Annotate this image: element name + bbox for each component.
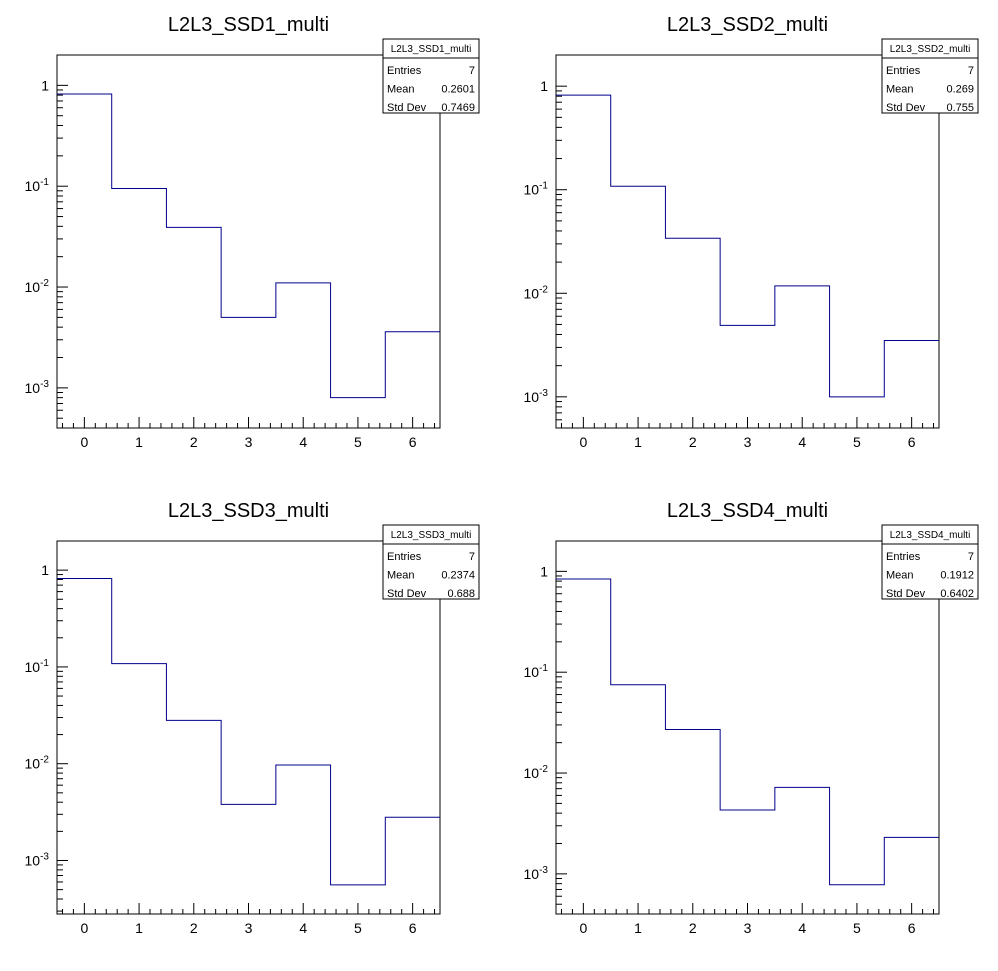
x-tick-label: 1 xyxy=(634,434,642,450)
stats-mean-label: Mean xyxy=(886,84,914,96)
stats-stddev-value: 0.7469 xyxy=(441,102,475,114)
histogram-panel-3: L2L3_SSD3_multi 0 1 2 3 4 5 6 10-3 10-2 10-1 1 L2L3_… xyxy=(25,500,480,936)
stats-stddev-label: Std Dev xyxy=(387,588,427,600)
x-tick-label: 5 xyxy=(354,920,362,936)
x-tick-label: 6 xyxy=(908,434,916,450)
stats-mean-value: 0.2601 xyxy=(441,84,475,96)
stats-stddev-value: 0.6402 xyxy=(940,588,974,600)
chart-title: L2L3_SSD3_multi xyxy=(168,500,329,522)
stats-entries-label: Entries xyxy=(886,551,921,563)
x-tick-label: 0 xyxy=(579,920,587,936)
stats-box-name: L2L3_SSD4_multi xyxy=(890,530,971,541)
x-tick-label: 4 xyxy=(299,434,307,450)
x-tick-label: 4 xyxy=(798,434,806,450)
y-tick-label: 10-1 xyxy=(524,663,549,680)
stats-mean-value: 0.2374 xyxy=(441,570,475,582)
y-tick-label: 10-3 xyxy=(25,851,50,868)
stats-box-frame xyxy=(382,38,480,114)
x-tick-label: 2 xyxy=(689,434,697,450)
x-tick-label: 0 xyxy=(80,434,88,450)
stats-entries-value: 7 xyxy=(469,551,475,563)
stats-entries-value: 7 xyxy=(968,551,974,563)
histogram-line xyxy=(57,93,440,399)
x-tick-label: 5 xyxy=(354,434,362,450)
stats-entries-label: Entries xyxy=(886,65,921,77)
stats-stddev-label: Std Dev xyxy=(886,588,926,600)
stats-stddev-label: Std Dev xyxy=(387,102,427,114)
stats-entries-label: Entries xyxy=(387,551,422,563)
y-tick-label: 10-2 xyxy=(524,284,549,301)
y-tick-label: 10-2 xyxy=(524,764,549,781)
histogram-panel-2: L2L3_SSD2_multi 0 1 2 3 4 5 6 10-3 10-2 10-1 1 L2L3_… xyxy=(524,14,979,450)
y-tick-label: 1 xyxy=(41,77,49,93)
histogram-line xyxy=(556,94,939,398)
stats-mean-label: Mean xyxy=(387,570,415,582)
stats-mean-label: Mean xyxy=(387,84,415,96)
x-tick-label: 6 xyxy=(409,434,417,450)
stats-box-frame xyxy=(881,38,979,114)
stats-box-frame xyxy=(881,524,979,600)
histogram-line xyxy=(57,577,440,886)
y-tick-label: 10-3 xyxy=(524,865,549,882)
x-tick-label: 3 xyxy=(744,920,752,936)
histogram-panel-4: L2L3_SSD4_multi 0 1 2 3 4 5 6 10-3 10-2 10-1 1 L2L3_… xyxy=(524,500,979,936)
x-tick-label: 1 xyxy=(135,434,143,450)
stats-box-name: L2L3_SSD2_multi xyxy=(890,44,971,55)
x-tick-label: 0 xyxy=(579,434,587,450)
y-tick-label: 10-2 xyxy=(25,755,50,772)
y-tick-label: 1 xyxy=(41,562,49,578)
stats-box: L2L3_SSD2_multi Entries 7 Mean 0.269 Std Dev 0… xyxy=(881,38,979,114)
stats-stddev-label: Std Dev xyxy=(886,102,926,114)
histogram-line xyxy=(556,578,939,886)
y-tick-label: 10-1 xyxy=(25,177,50,194)
x-tick-label: 1 xyxy=(634,920,642,936)
y-tick-label: 10-3 xyxy=(25,379,50,396)
x-tick-label: 2 xyxy=(190,920,198,936)
y-tick-label: 1 xyxy=(540,563,548,579)
x-tick-label: 6 xyxy=(409,920,417,936)
x-tick-label: 4 xyxy=(299,920,307,936)
x-tick-label: 2 xyxy=(190,434,198,450)
stats-mean-label: Mean xyxy=(886,570,914,582)
x-tick-label: 2 xyxy=(689,920,697,936)
chart-title: L2L3_SSD1_multi xyxy=(168,14,329,36)
stats-mean-value: 0.1912 xyxy=(940,570,974,582)
chart-title: L2L3_SSD4_multi xyxy=(667,500,828,522)
y-tick-label: 10-2 xyxy=(25,278,50,295)
stats-entries-value: 7 xyxy=(968,65,974,77)
stats-stddev-value: 0.755 xyxy=(946,102,974,114)
stats-entries-value: 7 xyxy=(469,65,475,77)
x-tick-label: 3 xyxy=(245,434,253,450)
stats-box-frame xyxy=(382,524,480,600)
stats-box-name: L2L3_SSD3_multi xyxy=(391,530,472,541)
stats-box: L2L3_SSD3_multi Entries 7 Mean 0.2374 Std Dev… xyxy=(382,524,480,600)
chart-title: L2L3_SSD2_multi xyxy=(667,14,828,36)
y-tick-label: 1 xyxy=(540,78,548,94)
y-tick-label: 10-1 xyxy=(25,658,50,675)
x-tick-label: 4 xyxy=(798,920,806,936)
histogram-panel-1: L2L3_SSD1_multi 0 1 2 3 4 5 6 10-3 10-2 10-1 1 L2L3_… xyxy=(25,14,480,450)
x-tick-label: 6 xyxy=(908,920,916,936)
x-tick-label: 1 xyxy=(135,920,143,936)
y-tick-label: 10-1 xyxy=(524,181,549,198)
x-tick-label: 3 xyxy=(744,434,752,450)
stats-box-name: L2L3_SSD1_multi xyxy=(391,44,472,55)
x-tick-label: 5 xyxy=(853,920,861,936)
stats-entries-label: Entries xyxy=(387,65,422,77)
x-tick-label: 5 xyxy=(853,434,861,450)
x-tick-label: 0 xyxy=(80,920,88,936)
y-tick-label: 10-3 xyxy=(524,388,549,405)
stats-stddev-value: 0.688 xyxy=(447,588,475,600)
stats-mean-value: 0.269 xyxy=(946,84,974,96)
stats-box: L2L3_SSD4_multi Entries 7 Mean 0.1912 Std Dev… xyxy=(881,524,979,600)
stats-box: L2L3_SSD1_multi Entries 7 Mean 0.2601 Std Dev… xyxy=(382,38,480,114)
x-tick-label: 3 xyxy=(245,920,253,936)
